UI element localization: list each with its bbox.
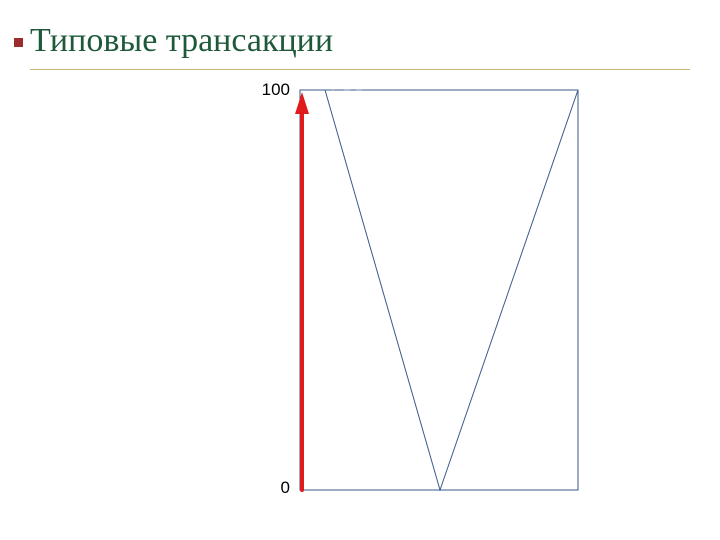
chart-canvas bbox=[0, 0, 720, 540]
slide: Типовые трансакции 100 0 bbox=[0, 0, 720, 540]
